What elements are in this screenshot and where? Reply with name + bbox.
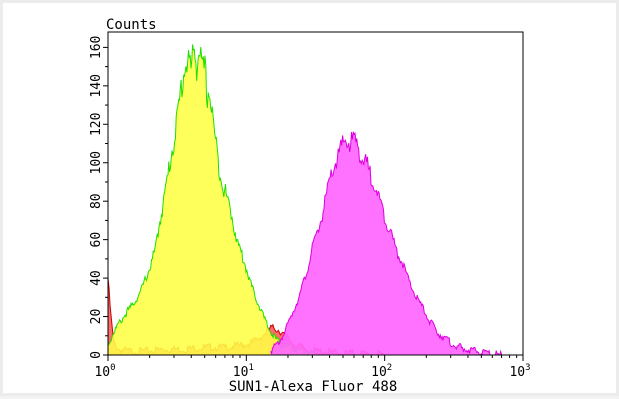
y-tick-label: 80: [89, 193, 104, 209]
x-axis-title: SUN1-Alexa Fluor 488: [229, 379, 398, 395]
series-layer: [107, 44, 503, 357]
y-tick-label: 160: [89, 36, 104, 59]
axis-layer: 0 20 40 60 80 100 120 140 160 100 101 102 103: [89, 36, 531, 380]
x-tick-label: 102: [371, 363, 392, 380]
flow-histogram-chart: 0 20 40 60 80 100 120 140 160 100 101 102 103 Counts…: [89, 17, 531, 395]
histogram-fill-3: [270, 131, 502, 355]
y-tick-label: 20: [89, 309, 104, 325]
y-tick-label: 120: [89, 113, 104, 136]
y-axis-title: Counts: [106, 17, 157, 33]
histogram-fill-2: [108, 44, 322, 356]
y-tick-label: 60: [89, 232, 104, 248]
y-tick-label: 0: [89, 351, 104, 359]
x-tick-label: 101: [233, 363, 254, 380]
y-tick-label: 140: [89, 74, 104, 97]
x-tick-label: 103: [509, 363, 530, 380]
histogram-outline-3: [270, 131, 503, 356]
y-tick-label: 40: [89, 270, 104, 286]
plot-frame: [107, 31, 524, 356]
y-tick-label: 100: [89, 151, 104, 174]
x-tick-label: 100: [94, 363, 115, 380]
